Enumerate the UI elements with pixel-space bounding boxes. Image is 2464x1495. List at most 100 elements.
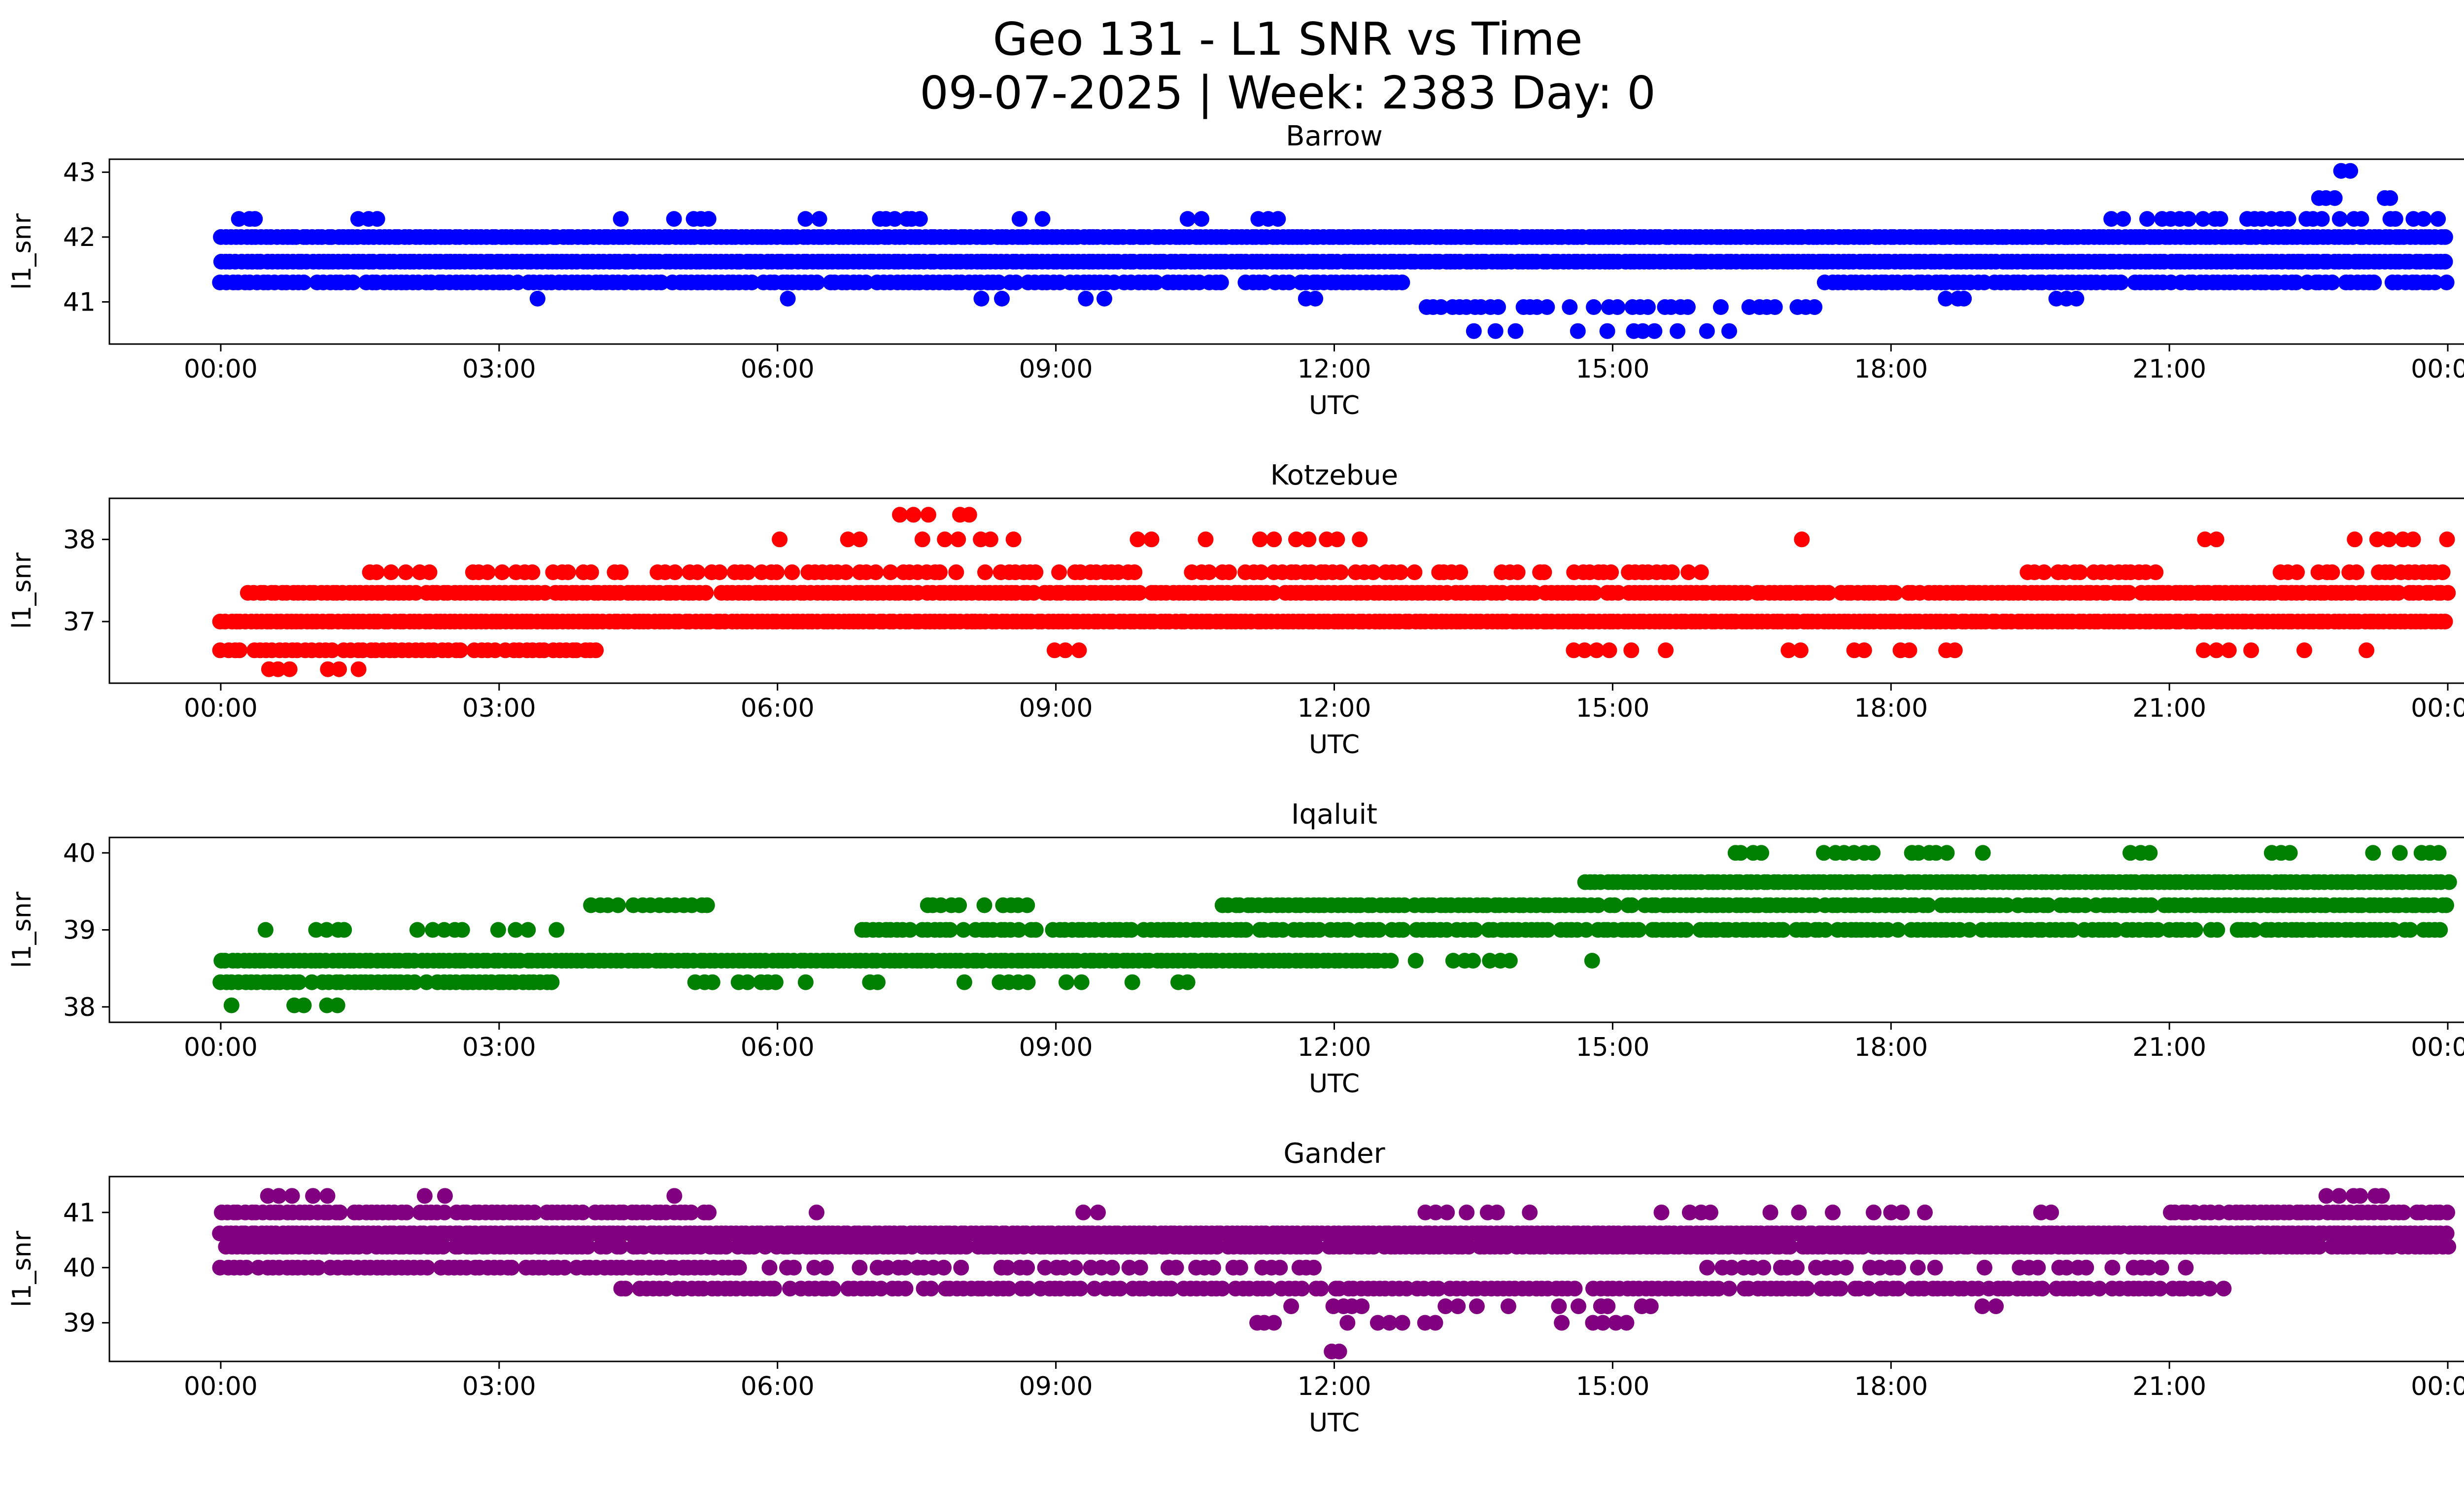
x-tick-label: 12:00: [1298, 1372, 1371, 1401]
x-tick-label: 00:00: [2411, 694, 2464, 723]
x-tick-label: 12:00: [1298, 694, 1371, 723]
y-tick-label: 40: [63, 1253, 96, 1283]
x-tick-label: 12:00: [1298, 354, 1371, 384]
scatter-band: [260, 1188, 2390, 1204]
scatter-band: [212, 614, 2453, 630]
scatter-band: [362, 564, 2451, 581]
x-tick-label: 00:00: [184, 1033, 258, 1062]
scatter-band: [212, 1225, 2455, 1242]
x-axis-label: UTC: [1309, 1069, 1360, 1099]
x-tick-label: 00:00: [2411, 354, 2464, 384]
x-tick-label: 06:00: [741, 694, 815, 723]
scatter-band: [613, 1281, 2232, 1297]
x-tick-label: 00:00: [184, 1372, 258, 1401]
y-tick-label: 41: [63, 1198, 96, 1228]
x-tick-label: 00:00: [184, 694, 258, 723]
y-tick-label: 38: [63, 525, 96, 555]
x-tick-label: 21:00: [2132, 1372, 2206, 1401]
x-tick-label: 12:00: [1298, 1033, 1371, 1062]
x-tick-label: 09:00: [1019, 694, 1093, 723]
y-tick-label: 40: [63, 838, 96, 868]
subplot-kotzebue: Kotzebue 00:00 03:00 06:00 09:00 12:00 15:00 18…: [7, 459, 2464, 760]
scatter-band: [213, 953, 1399, 969]
scatter-band: [212, 1259, 747, 1276]
x-tick-label: 09:00: [1019, 1033, 1093, 1062]
y-tick-label: 39: [63, 1309, 96, 1338]
scatter-band: [213, 253, 2453, 270]
x-tick-label: 15:00: [1575, 354, 1649, 384]
x-tick-label: 18:00: [1854, 1033, 1928, 1062]
subplot-iqaluit: Iqaluit 00:00 03:00 06:00 09:00 12:00 15:00 18:…: [7, 799, 2464, 1099]
x-tick-label: 00:00: [2411, 1033, 2464, 1062]
scatter-band: [761, 1259, 2194, 1276]
x-tick-label: 06:00: [741, 1372, 815, 1401]
scatter-band: [1418, 299, 1823, 315]
y-axis-label: l1_snr: [7, 213, 37, 290]
figure-title: Geo 131 - L1 SNR vs Time: [992, 13, 1583, 66]
scatter-band: [223, 997, 345, 1013]
scatter-band: [583, 897, 1035, 913]
y-tick-label: 39: [63, 916, 96, 945]
scatter-band: [213, 229, 2453, 245]
subplot-title: Barrow: [1286, 120, 1383, 152]
y-tick-label: 43: [63, 158, 96, 187]
x-tick-label: 06:00: [741, 1033, 815, 1062]
subplot-gander: Gander 00:00 03:00 06:00 09:00 12:00 15:00 18:0…: [7, 1138, 2464, 1438]
y-tick-label: 41: [63, 288, 96, 317]
scatter-band: [687, 974, 1196, 990]
y-tick-label: 37: [63, 607, 96, 637]
scatter-band: [1324, 1343, 1347, 1359]
scatter-band: [892, 507, 977, 523]
x-axis-label: UTC: [1309, 730, 1360, 760]
scatter-band: [1407, 953, 1600, 969]
x-tick-label: 03:00: [462, 694, 536, 723]
x-tick-label: 15:00: [1575, 694, 1649, 723]
y-axis-label: l1_snr: [7, 552, 37, 629]
plot-frame: [108, 158, 2464, 345]
scatter-band: [231, 211, 2446, 227]
x-tick-label: 09:00: [1019, 1372, 1093, 1401]
x-tick-label: 15:00: [1575, 1033, 1649, 1062]
x-tick-label: 00:00: [2411, 1372, 2464, 1401]
y-tick-label: 42: [63, 223, 96, 252]
figure-subtitle: 09-07-2025 | Week: 2383 Day: 0: [920, 66, 1656, 119]
x-tick-label: 09:00: [1019, 354, 1093, 384]
subplot-barrow: Barrow 00:00 03:00 06:00 09:00 12:00 15:00 18:0…: [7, 120, 2464, 420]
x-tick-label: 18:00: [1854, 694, 1928, 723]
scatter-band: [2333, 163, 2359, 179]
y-tick-label: 38: [63, 993, 96, 1022]
scatter-band: [218, 1239, 2457, 1255]
subplot-title: Kotzebue: [1270, 459, 1399, 491]
x-tick-label: 03:00: [462, 354, 536, 384]
scatter-band: [212, 642, 604, 659]
x-axis-label: UTC: [1309, 1408, 1360, 1438]
scatter-band: [261, 661, 367, 677]
scatter-band: [2311, 190, 2398, 206]
y-axis-label: l1_snr: [7, 1230, 37, 1307]
scatter-band: [1046, 642, 2375, 659]
x-tick-label: 00:00: [184, 354, 258, 384]
x-tick-label: 15:00: [1575, 1372, 1649, 1401]
scatter-band: [212, 275, 2455, 291]
scatter-band: [257, 922, 565, 938]
scatter-band: [1214, 897, 2454, 913]
x-tick-label: 18:00: [1854, 1372, 1928, 1401]
scatter-band: [1727, 845, 2447, 861]
scatter-band: [212, 974, 560, 990]
scatter-band: [214, 1204, 2456, 1220]
scatter-band: [240, 585, 2456, 601]
x-tick-label: 21:00: [2132, 694, 2206, 723]
scatter-band: [854, 922, 2448, 938]
x-tick-label: 18:00: [1854, 354, 1928, 384]
x-tick-label: 21:00: [2132, 354, 2206, 384]
x-axis-label: UTC: [1309, 391, 1360, 420]
scatter-band: [529, 290, 2085, 307]
x-tick-label: 03:00: [462, 1372, 536, 1401]
scatter-band: [809, 1204, 2059, 1220]
subplot-title: Iqaluit: [1291, 799, 1377, 831]
scatter-band: [1283, 1298, 2004, 1315]
scatter-band: [1249, 1315, 1635, 1331]
subplot-title: Gander: [1283, 1138, 1385, 1170]
scatter-band: [1466, 323, 1737, 339]
x-tick-label: 21:00: [2132, 1033, 2206, 1062]
